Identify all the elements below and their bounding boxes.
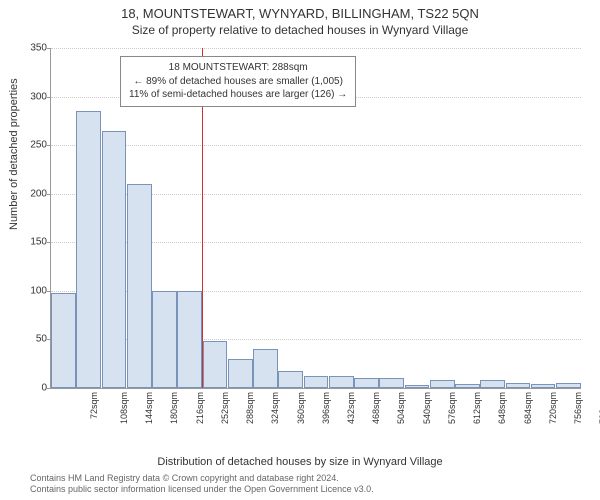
histogram-bar (455, 384, 480, 388)
histogram-bar (430, 380, 455, 388)
histogram-bar (354, 378, 379, 388)
histogram-bar (253, 349, 278, 388)
xtick-label: 468sqm (371, 392, 381, 424)
xtick-label: 504sqm (397, 392, 407, 424)
ytick-label: 250 (17, 140, 47, 151)
ytick-mark (47, 242, 51, 243)
histogram-bar (304, 376, 329, 388)
ytick-mark (47, 97, 51, 98)
xtick-label: 360sqm (296, 392, 306, 424)
histogram-bar (379, 378, 404, 388)
xtick-label: 180sqm (169, 392, 179, 424)
info-line-3: 11% of semi-detached houses are larger (… (129, 88, 347, 102)
xtick-label: 216sqm (195, 392, 205, 424)
ytick-mark (47, 145, 51, 146)
xtick-label: 396sqm (321, 392, 331, 424)
ytick-mark (47, 48, 51, 49)
xtick-label: 288sqm (245, 392, 255, 424)
histogram-bar (152, 291, 177, 388)
info-line-2: ← 89% of detached houses are smaller (1,… (129, 75, 347, 89)
histogram-bar (480, 380, 505, 388)
xtick-label: 720sqm (548, 392, 558, 424)
histogram-bar (531, 384, 556, 388)
xtick-label: 576sqm (447, 392, 457, 424)
footer-line-2: Contains public sector information licen… (30, 484, 374, 496)
footer-line-1: Contains HM Land Registry data © Crown c… (30, 473, 374, 485)
ytick-label: 50 (17, 334, 47, 345)
histogram-bar (102, 131, 127, 388)
ytick-label: 350 (17, 43, 47, 54)
xtick-label: 108sqm (119, 392, 129, 424)
ytick-mark (47, 194, 51, 195)
ytick-mark (47, 291, 51, 292)
info-box: 18 MOUNTSTEWART: 288sqm ← 89% of detache… (120, 56, 356, 107)
ytick-label: 100 (17, 285, 47, 296)
histogram-bar (278, 371, 303, 388)
ytick-label: 150 (17, 237, 47, 248)
histogram-bar (228, 359, 253, 388)
xtick-label: 324sqm (270, 392, 280, 424)
x-axis-label: Distribution of detached houses by size … (0, 456, 600, 468)
gridline (51, 48, 581, 49)
info-line-1: 18 MOUNTSTEWART: 288sqm (129, 61, 347, 75)
xtick-label: 756sqm (573, 392, 583, 424)
histogram-bar (405, 385, 430, 388)
histogram-bar (329, 376, 354, 388)
histogram-bar (51, 293, 76, 388)
gridline (51, 145, 581, 146)
xtick-label: 72sqm (89, 392, 99, 419)
chart-container: 18, MOUNTSTEWART, WYNYARD, BILLINGHAM, T… (0, 0, 600, 500)
xtick-label: 684sqm (523, 392, 533, 424)
xtick-label: 252sqm (220, 392, 230, 424)
title-main: 18, MOUNTSTEWART, WYNYARD, BILLINGHAM, T… (0, 0, 600, 21)
xtick-label: 540sqm (422, 392, 432, 424)
histogram-bar (127, 184, 152, 388)
title-sub: Size of property relative to detached ho… (0, 21, 600, 37)
chart-area: 05010015020025030035072sqm108sqm144sqm18… (50, 48, 580, 418)
ytick-label: 0 (17, 383, 47, 394)
ytick-label: 200 (17, 188, 47, 199)
xtick-label: 612sqm (472, 392, 482, 424)
footer: Contains HM Land Registry data © Crown c… (30, 473, 374, 496)
histogram-bar (203, 341, 228, 388)
histogram-bar (506, 383, 531, 388)
ytick-label: 300 (17, 91, 47, 102)
histogram-bar (556, 383, 581, 388)
xtick-label: 432sqm (346, 392, 356, 424)
xtick-label: 648sqm (497, 392, 507, 424)
xtick-label: 144sqm (144, 392, 154, 424)
histogram-bar (177, 291, 202, 388)
ytick-mark (47, 388, 51, 389)
histogram-bar (76, 111, 101, 388)
